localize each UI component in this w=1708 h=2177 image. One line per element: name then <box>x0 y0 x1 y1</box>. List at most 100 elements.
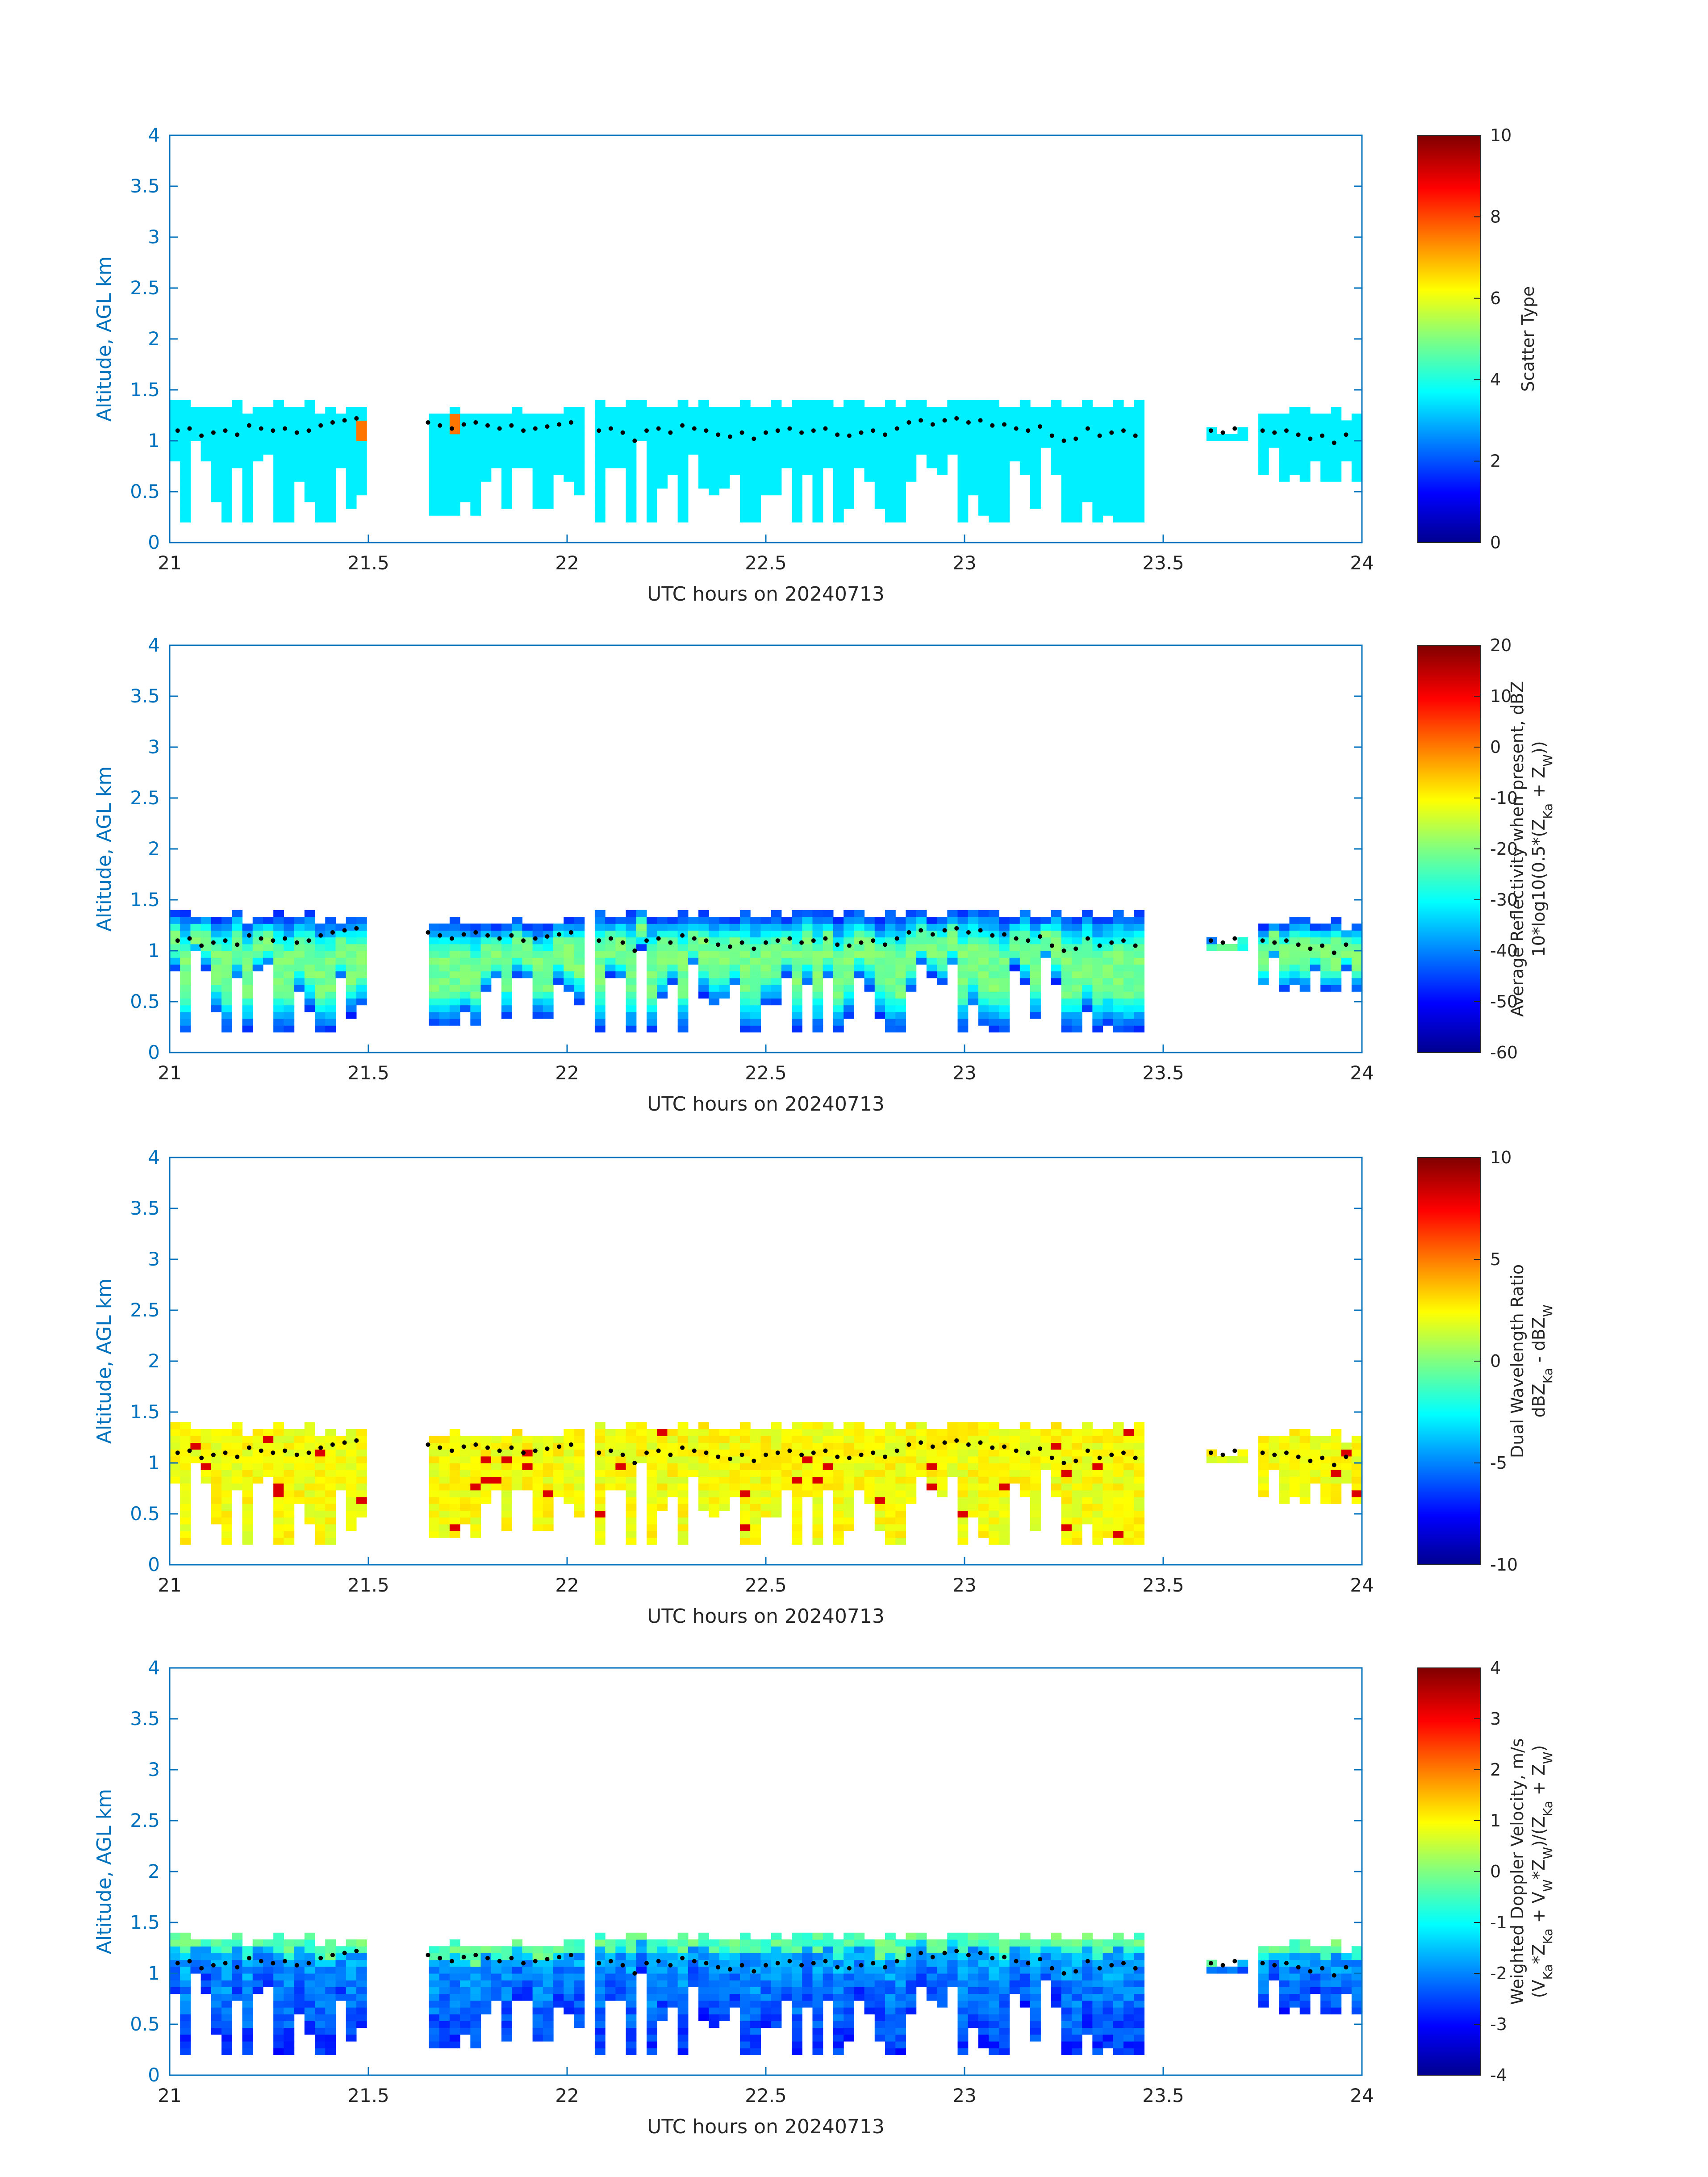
heatmap-cell <box>315 2048 326 2055</box>
heatmap-cell <box>1082 964 1093 972</box>
heatmap-cell <box>957 978 969 985</box>
heatmap-cell <box>615 1476 626 1484</box>
heatmap-cell <box>916 441 927 448</box>
heatmap-cell <box>615 964 626 972</box>
cloud-base-dot <box>1332 1462 1336 1467</box>
cloud-base-dot <box>521 428 526 433</box>
x-tick-label: 21 <box>158 1062 181 1084</box>
heatmap-cell <box>792 971 802 978</box>
heatmap-cell <box>1102 481 1114 489</box>
heatmap-cell <box>978 495 989 502</box>
heatmap-cell <box>844 930 854 938</box>
heatmap-cell <box>284 2034 295 2042</box>
heatmap-cell <box>304 1939 315 1947</box>
heatmap-cell <box>1071 461 1082 468</box>
heatmap-cell <box>1102 1011 1114 1019</box>
heatmap-cell <box>1061 495 1072 502</box>
heatmap-cell <box>885 407 896 414</box>
heatmap-cell <box>750 998 761 1006</box>
heatmap-cell <box>719 447 730 455</box>
heatmap-cell <box>501 1980 512 1987</box>
heatmap-cell <box>729 971 740 978</box>
heatmap-cell <box>242 427 253 435</box>
heatmap-cell <box>470 944 481 951</box>
heatmap-cell <box>1299 957 1311 965</box>
heatmap-cell <box>273 1973 284 1981</box>
cloud-base-dot <box>752 1458 756 1463</box>
heatmap-cell <box>874 937 885 944</box>
heatmap-cell <box>273 1483 284 1491</box>
heatmap-cell <box>232 1932 243 1940</box>
heatmap-cell <box>190 1449 201 1457</box>
heatmap-cell <box>615 434 626 441</box>
heatmap-cell <box>1279 441 1290 448</box>
heatmap-cell <box>626 2041 637 2048</box>
heatmap-cell <box>429 1449 440 1457</box>
heatmap-cell <box>709 1953 720 1960</box>
heatmap-cell <box>657 923 668 931</box>
heatmap-cell <box>346 2007 357 2014</box>
heatmap-cell <box>812 475 823 482</box>
heatmap-cell <box>698 1993 709 2001</box>
heatmap-cell <box>667 1442 678 1450</box>
heatmap-cell <box>957 1470 969 1477</box>
heatmap-cell <box>242 1470 253 1477</box>
heatmap-cell <box>470 1436 481 1443</box>
heatmap-cell <box>532 964 543 972</box>
heatmap-cell <box>180 1470 191 1477</box>
heatmap-cell <box>574 447 585 455</box>
heatmap-cell <box>1258 447 1269 455</box>
heatmap-cell <box>543 1973 554 1981</box>
heatmap-cell <box>978 475 989 482</box>
heatmap-cell <box>968 1449 979 1457</box>
heatmap-cell <box>657 1470 668 1477</box>
heatmap-cell <box>1258 1483 1269 1491</box>
heatmap-cell <box>999 515 1010 522</box>
heatmap-cell <box>429 1005 440 1012</box>
heatmap-cell <box>532 930 543 938</box>
y-tick-label: 3 <box>148 226 160 248</box>
heatmap-cell <box>957 1531 969 1538</box>
heatmap-cell <box>792 468 802 475</box>
heatmap-cell <box>232 1966 243 1974</box>
heatmap-cell <box>667 1463 678 1470</box>
heatmap-cell <box>698 1939 709 1947</box>
heatmap-cell <box>999 1005 1010 1012</box>
heatmap-cell <box>346 441 357 448</box>
heatmap-cell <box>1009 447 1020 455</box>
heatmap-cell <box>242 481 253 489</box>
heatmap-cell <box>968 481 979 489</box>
heatmap-cell <box>512 407 522 414</box>
heatmap-cell <box>1310 1449 1321 1457</box>
heatmap-cell <box>190 1436 201 1443</box>
heatmap-cell <box>844 420 854 428</box>
heatmap-cell <box>926 1470 937 1477</box>
heatmap-cell <box>895 441 906 448</box>
heatmap-cell <box>480 1463 492 1470</box>
heatmap-cell <box>284 985 295 992</box>
cloud-base-dot <box>1002 1444 1006 1449</box>
heatmap-cell <box>1258 1436 1269 1443</box>
heatmap-cell <box>170 1463 180 1470</box>
heatmap-cell <box>429 1946 440 1953</box>
heatmap-cell <box>667 1973 678 1981</box>
heatmap-cell <box>1279 1470 1290 1477</box>
heatmap-cell <box>688 930 699 938</box>
heatmap-cell <box>657 481 668 489</box>
heatmap-cell <box>1040 441 1052 448</box>
heatmap-cell <box>242 1960 253 1967</box>
heatmap-cell <box>1019 978 1031 985</box>
heatmap-cell <box>978 1504 989 1511</box>
heatmap-cell <box>429 427 440 435</box>
heatmap-cell <box>1030 1497 1041 1504</box>
heatmap-cell <box>937 434 948 441</box>
heatmap-cell <box>833 1476 844 1484</box>
heatmap-cell <box>792 917 802 924</box>
heatmap-cell <box>885 998 896 1006</box>
heatmap-cell <box>1113 937 1124 944</box>
heatmap-cell <box>989 1510 999 1518</box>
cloud-base-dot <box>978 928 983 933</box>
heatmap-cell <box>626 957 637 965</box>
heatmap-cell <box>844 1517 854 1525</box>
heatmap-cell <box>957 964 969 972</box>
